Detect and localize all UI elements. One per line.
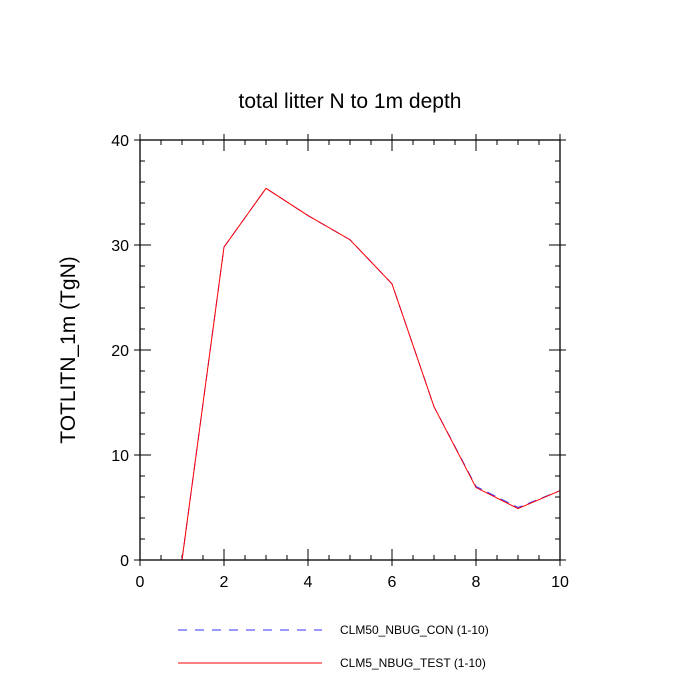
x-tick-label: 8 <box>472 574 481 591</box>
x-tick-label: 10 <box>551 574 569 591</box>
y-tick-label: 20 <box>111 343 129 360</box>
series-line-1 <box>181 187 561 561</box>
legend: CLM50_NBUG_CON (1-10) CLM5_NBUG_TEST (1-1… <box>178 623 489 670</box>
x-tick-label: 6 <box>388 574 397 591</box>
series-line-0 <box>181 187 561 561</box>
series-layer <box>181 187 561 561</box>
y-tick-label: 0 <box>120 553 129 570</box>
chart-title: total litter N to 1m depth <box>239 90 462 113</box>
plot-frame <box>139 139 561 561</box>
x-tick-label: 0 <box>136 574 145 591</box>
x-tick-label: 4 <box>304 574 313 591</box>
axis-ticks: 0 2 4 6 8 10 0 10 20 30 40 <box>111 133 569 591</box>
y-axis-label: TOTLITN_1m (TgN) <box>57 256 80 443</box>
legend-label-0: CLM50_NBUG_CON (1-10) <box>340 623 489 637</box>
y-tick-label: 30 <box>111 238 129 255</box>
y-tick-label: 40 <box>111 133 129 150</box>
legend-label-1: CLM5_NBUG_TEST (1-10) <box>340 656 486 670</box>
x-tick-label: 2 <box>220 574 229 591</box>
y-tick-label: 10 <box>111 448 129 465</box>
